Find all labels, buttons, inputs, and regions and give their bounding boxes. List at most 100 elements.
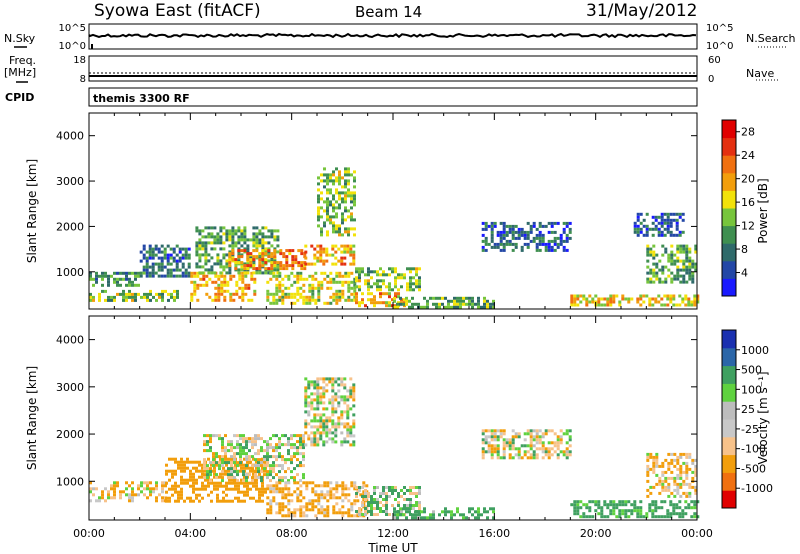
data-cell: [212, 452, 215, 456]
data-cell: [655, 271, 659, 275]
data-cell: [471, 507, 474, 511]
data-cell: [636, 300, 640, 304]
data-cell: [198, 241, 202, 245]
data-cell: [255, 235, 259, 239]
data-cell: [304, 425, 308, 429]
data-cell: [556, 456, 560, 460]
data-cell: [562, 221, 566, 225]
data-cell: [222, 484, 225, 488]
data-cell: [403, 298, 406, 302]
data-cell: [311, 487, 315, 491]
data-cell: [139, 259, 143, 263]
data-cell: [353, 277, 357, 281]
data-cell: [441, 302, 444, 306]
data-cell: [649, 485, 653, 489]
data-cell: [287, 452, 290, 456]
data-cell: [465, 516, 468, 520]
data-cell: [568, 438, 572, 442]
data-cell: [346, 422, 350, 426]
data-cell: [376, 498, 379, 501]
data-cell: [249, 252, 253, 256]
data-cell: [645, 227, 649, 231]
data-cell: [471, 299, 474, 303]
data-cell: [110, 487, 113, 491]
data-cell: [403, 504, 406, 507]
data-cell: [276, 271, 280, 275]
data-cell: [266, 452, 269, 456]
data-cell: [400, 301, 403, 305]
data-cell: [269, 479, 272, 483]
data-cell: [685, 473, 689, 477]
data-cell: [350, 286, 354, 290]
data-cell: [376, 273, 379, 277]
data-cell: [335, 191, 338, 195]
data-cell: [347, 191, 350, 195]
data-cell: [122, 289, 125, 293]
data-cell: [284, 487, 288, 491]
data-cell: [160, 244, 164, 248]
data-cell: [663, 303, 667, 307]
data-cell: [382, 270, 385, 274]
data-cell: [591, 300, 595, 304]
data-cell: [364, 507, 367, 510]
data-cell: [254, 458, 257, 462]
data-cell: [670, 259, 674, 263]
data-cell: [281, 277, 285, 281]
data-cell: [142, 244, 146, 248]
data-cell: [688, 262, 692, 266]
data-cell: [344, 182, 347, 186]
data-cell: [432, 513, 435, 517]
data-cell: [316, 377, 320, 381]
data-cell: [694, 244, 698, 248]
data-cell: [240, 463, 243, 467]
data-cell: [240, 249, 244, 253]
data-cell: [322, 413, 326, 417]
data-cell: [535, 456, 539, 460]
data-cell: [308, 502, 312, 506]
data-cell: [249, 487, 252, 491]
data-cell: [456, 302, 459, 306]
data-cell: [272, 434, 275, 438]
data-cell: [140, 481, 143, 485]
data-cell: [353, 514, 357, 518]
data-cell: [316, 401, 320, 405]
data-cell: [192, 481, 195, 485]
data-cell: [655, 452, 659, 456]
data-cell: [249, 261, 253, 265]
data-cell: [125, 277, 128, 281]
data-cell: [246, 247, 250, 251]
data-cell: [275, 283, 279, 287]
data-cell: [658, 479, 662, 483]
data-cell: [98, 298, 101, 302]
data-cell: [302, 464, 305, 468]
data-cell: [373, 270, 376, 274]
data-cell: [320, 496, 324, 500]
data-cell: [319, 425, 323, 429]
data-cell: [343, 437, 347, 441]
data-cell: [255, 460, 258, 464]
data-cell: [344, 511, 348, 515]
data-cell: [210, 265, 214, 269]
data-cell: [334, 398, 338, 402]
data-cell: [649, 247, 653, 251]
data-cell: [658, 268, 662, 272]
data-cell: [331, 431, 335, 435]
data-cell: [496, 435, 500, 439]
data-cell: [269, 502, 273, 506]
data-cell: [685, 455, 689, 459]
data-cell: [347, 289, 351, 293]
data-cell: [209, 434, 212, 438]
data-cell: [290, 511, 294, 515]
data-cell: [418, 285, 421, 289]
data-cell: [609, 303, 613, 307]
data-cell: [335, 289, 339, 293]
data-cell: [261, 241, 265, 245]
data-cell: [158, 295, 161, 299]
data-cell: [517, 453, 521, 457]
data-cell: [110, 295, 113, 299]
data-cell: [214, 292, 218, 296]
data-cell: [388, 282, 391, 286]
data-cell: [609, 297, 613, 301]
data-cell: [258, 271, 262, 275]
data-cell: [282, 252, 286, 256]
